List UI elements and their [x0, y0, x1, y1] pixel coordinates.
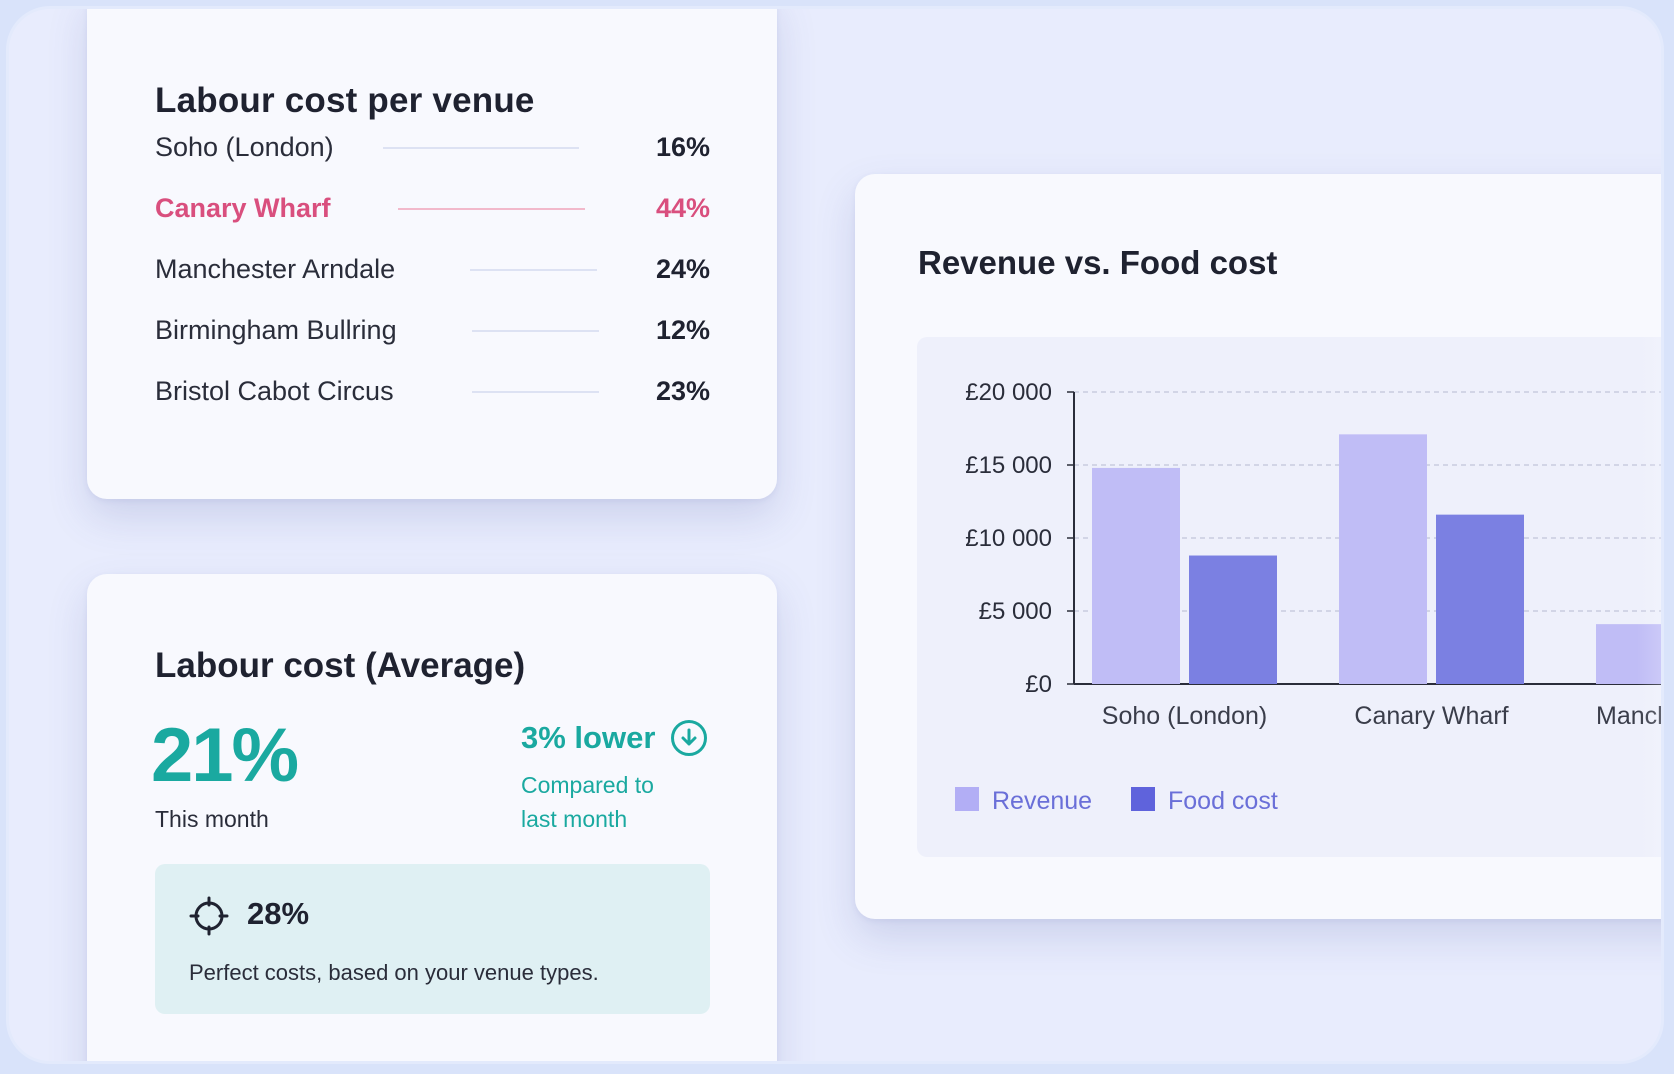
y-tick-label: £5 000	[979, 598, 1052, 625]
venue-row-manchester[interactable]: Manchester Arndale 24%	[155, 249, 710, 289]
labour-average-card: Labour cost (Average) 21% This month 3% …	[87, 574, 777, 1061]
venue-name: Canary Wharf	[155, 193, 331, 223]
compared-line-1: Compared to	[521, 772, 654, 798]
legend-label: Food cost	[1168, 787, 1278, 815]
app-frame: Labour cost per venue Soho (London) 16% …	[6, 6, 1664, 1064]
target-box: 28% Perfect costs, based on your venue t…	[155, 864, 710, 1014]
venue-name: Manchester Arndale	[155, 254, 396, 284]
venue-value: 16%	[655, 132, 710, 162]
labour-average-title: Labour cost (Average)	[155, 646, 526, 685]
venue-divider	[383, 147, 579, 149]
venue-divider	[472, 391, 599, 393]
x-tick-label: Canary Wharf	[1354, 702, 1508, 730]
venue-divider	[472, 330, 599, 332]
target-value: 28%	[247, 896, 310, 931]
bar-revenue	[1339, 434, 1427, 684]
y-tick-label: £10 000	[965, 525, 1052, 552]
compared-label: Compared to last month	[521, 768, 721, 836]
chart-title: Revenue vs. Food cost	[918, 244, 1278, 281]
arrow-down-circle-icon	[671, 720, 707, 756]
change-label: 3% lower	[521, 720, 656, 755]
labour-per-venue-title: Labour cost per venue	[155, 81, 535, 120]
y-tick-label: £0	[1025, 671, 1052, 698]
legend-label: Revenue	[992, 787, 1092, 815]
venue-row-bristol[interactable]: Bristol Cabot Circus 23%	[155, 371, 710, 411]
compared-line-2: last month	[521, 806, 628, 832]
venue-divider	[470, 269, 597, 271]
venue-row-birmingham[interactable]: Birmingham Bullring 12%	[155, 310, 710, 350]
venue-row-soho[interactable]: Soho (London) 16%	[155, 127, 710, 167]
labour-average-value: 21%	[151, 713, 299, 798]
venue-value: 44%	[655, 193, 710, 223]
bar-food-cost	[1189, 555, 1277, 684]
period-label: This month	[155, 806, 269, 832]
venue-divider	[398, 208, 585, 210]
legend-swatch	[955, 787, 979, 811]
labour-per-venue-card: Labour cost per venue Soho (London) 16% …	[87, 9, 777, 499]
venue-value: 12%	[655, 315, 710, 345]
chart-panel: £20 000 £15 000 £10 000 £5 000 £0 Soho (Londo…	[917, 337, 1661, 857]
x-tick-label: Soho (London)	[1102, 702, 1267, 730]
venue-row-canary-wharf[interactable]: Canary Wharf 44%	[155, 188, 710, 228]
revenue-chart-card: Revenue vs. Food cost £20 000 £15 000 £10 …	[855, 174, 1661, 919]
legend-swatch	[1131, 787, 1155, 811]
venue-value: 23%	[655, 376, 710, 406]
bar-chart: £20 000 £15 000 £10 000 £5 000 £0 Soho (Londo…	[955, 379, 1661, 815]
venue-name: Bristol Cabot Circus	[155, 376, 394, 406]
bar-revenue	[1092, 467, 1180, 684]
venue-value: 24%	[655, 254, 710, 284]
venue-name: Birmingham Bullring	[155, 315, 397, 345]
y-tick-label: £20 000	[965, 379, 1052, 406]
chart-fade-overlay	[1637, 337, 1661, 857]
venue-name: Soho (London)	[155, 132, 334, 162]
bar-food-cost	[1436, 514, 1524, 684]
crosshair-icon	[189, 896, 229, 936]
target-description: Perfect costs, based on your venue types…	[189, 960, 599, 985]
y-tick-label: £15 000	[965, 452, 1052, 479]
